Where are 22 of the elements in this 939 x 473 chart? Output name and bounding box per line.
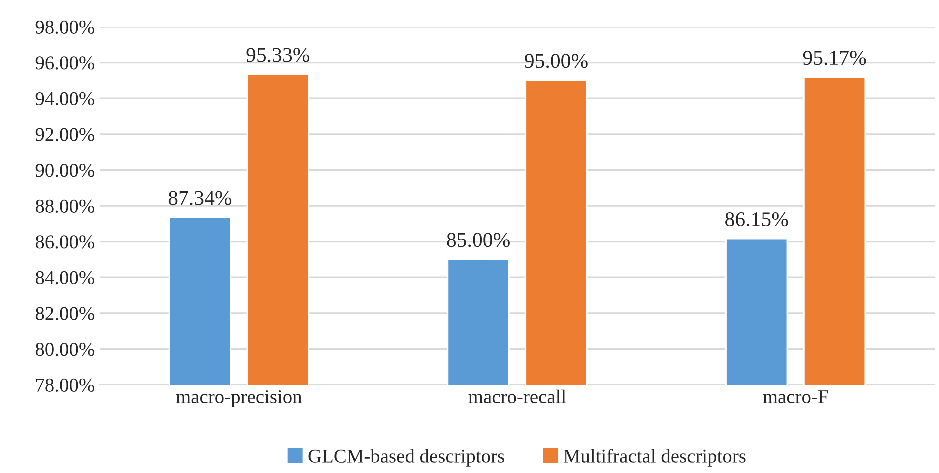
- y-tick-label: 94.00%: [36, 92, 94, 106]
- y-tick-label: 88.00%: [36, 200, 94, 214]
- x-tick-label: macro-precision: [176, 390, 302, 408]
- data-label: 95.00%: [525, 54, 588, 68]
- y-tick-label: 86.00%: [36, 236, 94, 249]
- y-tick-label: 78.00%: [36, 378, 94, 392]
- legend-label: GLCM-based descriptors: [308, 449, 504, 467]
- y-tick-label: 92.00%: [36, 128, 94, 142]
- data-label: 86.15%: [726, 212, 788, 227]
- y-tick-label: 90.00%: [36, 164, 94, 178]
- x-tick-label: macro-recall: [468, 390, 566, 404]
- legend-label: Multifractal descriptors: [564, 449, 746, 467]
- data-label: 87.34%: [168, 191, 232, 206]
- x-tick-label: macro-F: [763, 390, 828, 404]
- data-label: 95.17%: [803, 51, 866, 66]
- y-tick-label: 98.00%: [36, 20, 94, 34]
- y-tick-label: 84.00%: [36, 271, 94, 285]
- y-tick-label: 80.00%: [36, 343, 94, 356]
- y-tick-label: 82.00%: [36, 307, 94, 320]
- y-tick-label: 96.00%: [36, 56, 94, 70]
- data-label: 95.33%: [246, 48, 310, 62]
- data-label: 85.00%: [447, 233, 510, 248]
